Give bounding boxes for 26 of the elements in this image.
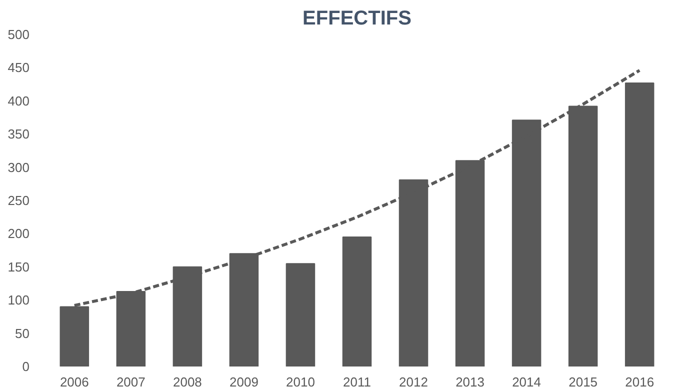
bar	[342, 236, 372, 366]
y-tick-label: 0	[22, 359, 30, 374]
x-tick-label: 2011	[343, 374, 371, 389]
x-tick-label: 2013	[456, 374, 484, 389]
x-tick-label: 2014	[512, 374, 542, 389]
x-tick-label: 2016	[625, 374, 654, 389]
y-tick-label: 200	[8, 226, 30, 242]
x-tick-label: 2007	[116, 374, 146, 389]
y-tick-label: 500	[8, 27, 30, 42]
y-tick-label: 400	[8, 93, 30, 108]
y-tick-label: 50	[15, 326, 30, 341]
y-tick-label: 350	[8, 126, 30, 142]
y-tick-label: 150	[8, 259, 30, 274]
y-tick-label: 450	[8, 60, 30, 76]
y-tick-label: 100	[8, 292, 30, 308]
x-tick-label: 2015	[568, 374, 598, 389]
x-tick-label: 2010	[286, 374, 315, 389]
x-tick-label: 2008	[172, 374, 202, 389]
bar	[286, 263, 316, 366]
y-tick-label: 300	[8, 160, 30, 175]
x-tick-label: 2012	[399, 374, 428, 389]
x-tick-label: 2009	[230, 374, 258, 389]
bar	[624, 82, 654, 366]
x-tick-label: 2006	[60, 374, 89, 389]
y-tick-label: 250	[8, 193, 30, 208]
chart-title: EFFECTIFS	[302, 8, 412, 30]
